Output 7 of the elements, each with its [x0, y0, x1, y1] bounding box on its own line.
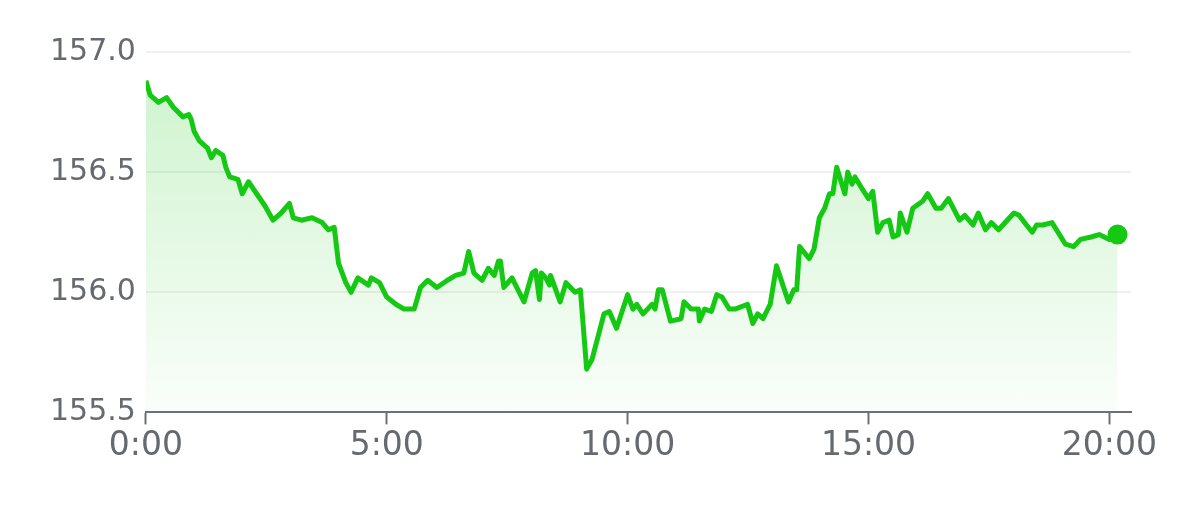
y-tick-label: 157.0: [49, 31, 136, 67]
x-tick-label: 20:00: [1061, 423, 1157, 463]
y-tick-label: 156.0: [49, 272, 136, 308]
x-tick-label: 10:00: [580, 423, 676, 463]
x-tick-label: 15:00: [820, 423, 917, 463]
x-tick-label: 5:00: [349, 423, 424, 463]
y-tick-label: 156.5: [49, 151, 136, 187]
